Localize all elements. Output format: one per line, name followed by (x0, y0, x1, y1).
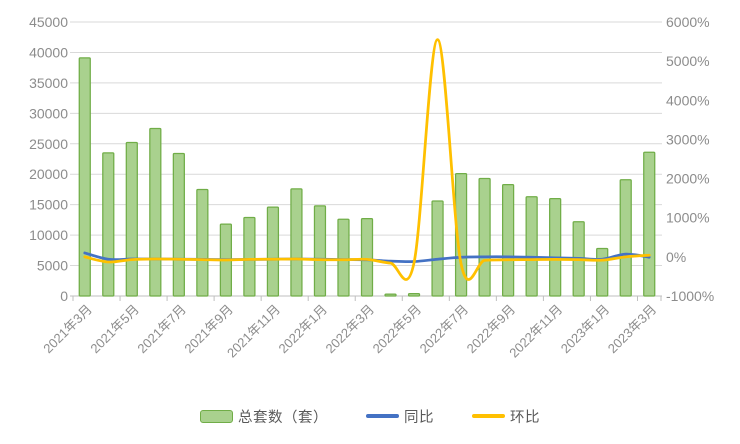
bar (243, 216, 256, 297)
bar (501, 183, 515, 297)
bar (549, 197, 562, 297)
bar (431, 200, 444, 297)
bar (525, 196, 538, 297)
mom-line (83, 38, 651, 281)
bar (196, 188, 209, 297)
y-axis-label: 10000 (29, 227, 68, 243)
y2-axis-label: 1000% (666, 210, 710, 226)
bar (172, 152, 185, 297)
y2-axis-label: 5000% (666, 53, 710, 69)
bar (619, 179, 632, 297)
y-axis-label: 15000 (29, 197, 68, 213)
legend-label: 同比 (404, 409, 434, 426)
bar (78, 57, 91, 297)
legend-item-total-units: 总套数（套） (200, 406, 328, 427)
legend-item-yoy: 同比 (366, 406, 434, 427)
bar (313, 205, 327, 297)
x-axis-label: 2023年1月 (558, 302, 613, 357)
y2-axis-label: 2000% (666, 171, 710, 187)
x-axis-label: 2023年3月 (605, 302, 660, 357)
bar-series-swatch-icon (200, 409, 233, 423)
y2-axis-label: 0% (666, 249, 686, 265)
legend-label: 环比 (510, 409, 540, 426)
y-axis-label: 25000 (29, 136, 68, 152)
y2-axis-label: 3000% (666, 131, 710, 147)
bar (266, 206, 280, 297)
y-axis-label: 30000 (29, 105, 68, 121)
y-axis-label: 40000 (29, 44, 68, 60)
x-axis-label: 2021年3月 (40, 302, 95, 357)
bar (125, 141, 138, 297)
x-axis-label: 2021年7月 (134, 302, 189, 357)
y-axis-label: 35000 (29, 75, 68, 91)
legend-item-mom: 环比 (472, 406, 540, 427)
bar (360, 218, 374, 297)
bar (454, 172, 468, 297)
yoy-line-swatch-icon (366, 414, 399, 418)
bar (596, 247, 609, 297)
bar (149, 127, 162, 297)
y2-axis-label: 4000% (666, 92, 710, 108)
x-axis-label: 2022年3月 (323, 302, 378, 357)
x-axis-label: 2022年7月 (417, 302, 472, 357)
mom-line-swatch-icon (472, 414, 505, 418)
legend-label: 总套数（套） (238, 409, 328, 426)
y-axis-label: 20000 (29, 166, 68, 182)
chart-legend: 总套数（套） 同比 环比 (0, 403, 740, 429)
bar (384, 293, 397, 297)
bar (290, 188, 303, 297)
bar (643, 151, 656, 297)
bar (407, 292, 421, 297)
y-axis-label: 0 (60, 288, 68, 304)
y-axis-label: 5000 (37, 258, 68, 274)
bar (102, 152, 115, 297)
y2-axis-label: 6000% (666, 14, 710, 30)
x-axis-label: 2022年1月 (276, 302, 331, 357)
bar (337, 218, 350, 297)
y2-axis-label: -1000% (666, 288, 714, 304)
x-axis-label: 2021年5月 (87, 302, 142, 357)
y-axis-label: 45000 (29, 14, 68, 30)
bar (478, 177, 491, 297)
x-axis-label: 2022年5月 (370, 302, 425, 357)
